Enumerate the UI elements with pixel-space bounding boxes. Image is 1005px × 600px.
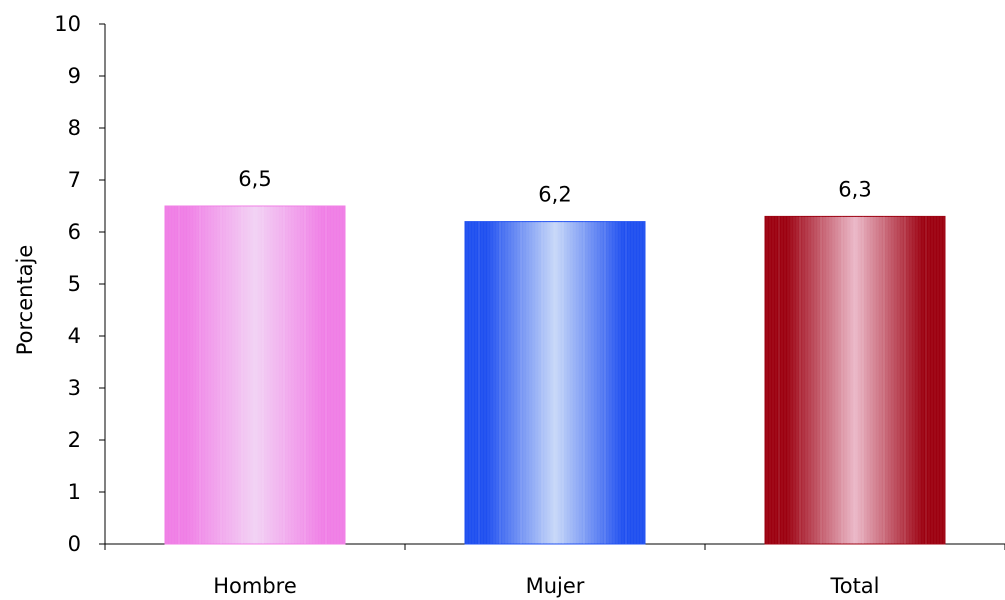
- data-labels: 6,5 6,2 6,3: [238, 167, 871, 207]
- bar-mujer: [464, 221, 646, 545]
- y-axis: 0 1 2 3 4 5 6 7 8 9 10: [54, 12, 106, 556]
- x-tick-label-total: Total: [829, 574, 879, 598]
- y-axis-title: Porcentaje: [13, 245, 37, 356]
- y-tick-label: 8: [68, 116, 81, 140]
- y-tick-label: 4: [68, 324, 81, 348]
- bars: [164, 205, 946, 545]
- y-tick-label: 7: [68, 168, 81, 192]
- data-label-total: 6,3: [838, 177, 871, 201]
- data-label-mujer: 6,2: [538, 183, 571, 207]
- bar-hombre: [164, 205, 346, 545]
- x-tick-label-mujer: Mujer: [526, 574, 585, 598]
- data-label-hombre: 6,5: [238, 167, 271, 191]
- y-tick-label: 9: [68, 64, 81, 88]
- y-tick-label: 1: [68, 480, 81, 504]
- y-tick-label: 10: [54, 12, 81, 36]
- y-tick-label: 2: [68, 428, 81, 452]
- x-axis: Hombre Mujer Total: [104, 543, 1005, 598]
- x-tick-label-hombre: Hombre: [213, 574, 297, 598]
- y-tick-label: 3: [68, 376, 81, 400]
- y-tick-label: 0: [68, 532, 81, 556]
- bar-total: [764, 215, 946, 545]
- y-tick-label: 6: [68, 220, 81, 244]
- y-tick-label: 5: [68, 272, 81, 296]
